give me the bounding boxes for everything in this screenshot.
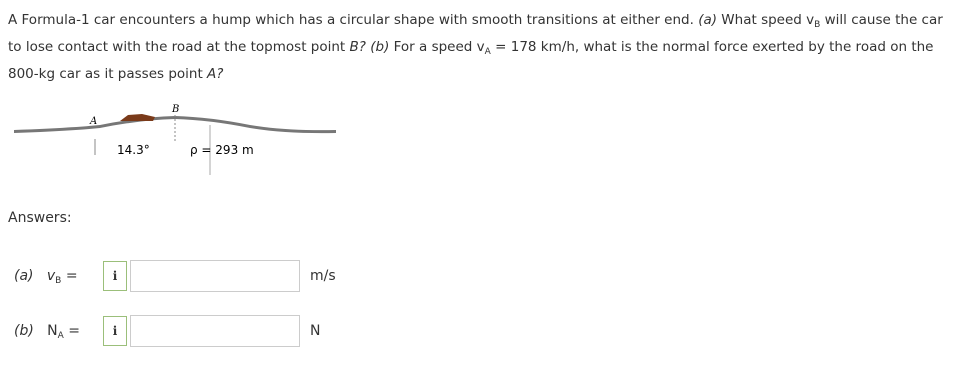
text: v	[806, 12, 815, 28]
answer-input[interactable]	[130, 260, 300, 292]
text: = 178 km/h, what is the normal force exe…	[8, 39, 934, 82]
text: =	[65, 268, 78, 284]
text: What speed	[717, 12, 807, 28]
text: (b)	[14, 323, 34, 339]
text: v	[476, 39, 485, 55]
text: (a)	[14, 268, 34, 284]
text: A Formula-1 car encounters a hump which …	[8, 12, 699, 28]
answers-heading: Answers:	[8, 210, 72, 226]
answer-input[interactable]	[130, 315, 300, 347]
answer-label: (a) vB =	[14, 268, 78, 286]
car	[120, 114, 155, 121]
text: A	[484, 47, 491, 57]
label: B	[171, 104, 179, 115]
text: A	[57, 331, 64, 341]
label: A	[89, 116, 97, 127]
text: (a)	[698, 12, 718, 28]
text: A?	[207, 66, 224, 82]
text: =	[68, 323, 81, 339]
info-button[interactable]: i	[103, 261, 127, 291]
figure: A B 14.3° ρ = 293 m	[14, 104, 336, 175]
text: B	[814, 20, 821, 30]
label: 14.3°	[117, 143, 150, 157]
unit: m/s	[310, 268, 336, 284]
text: (b)	[370, 39, 390, 55]
answer-label: (b) NA =	[14, 323, 80, 341]
text: will cause the car to lose contact with …	[8, 12, 943, 55]
unit: N	[310, 323, 321, 339]
question: A Formula-1 car encounters a hump which …	[8, 9, 948, 85]
road	[14, 116, 336, 134]
text: For a speed	[389, 39, 477, 55]
text: v	[46, 268, 56, 284]
label: ρ = 293 m	[190, 143, 254, 157]
text: B	[55, 276, 62, 286]
text: B?	[349, 39, 366, 55]
text: N	[47, 323, 58, 339]
info-button[interactable]: i	[103, 316, 127, 346]
